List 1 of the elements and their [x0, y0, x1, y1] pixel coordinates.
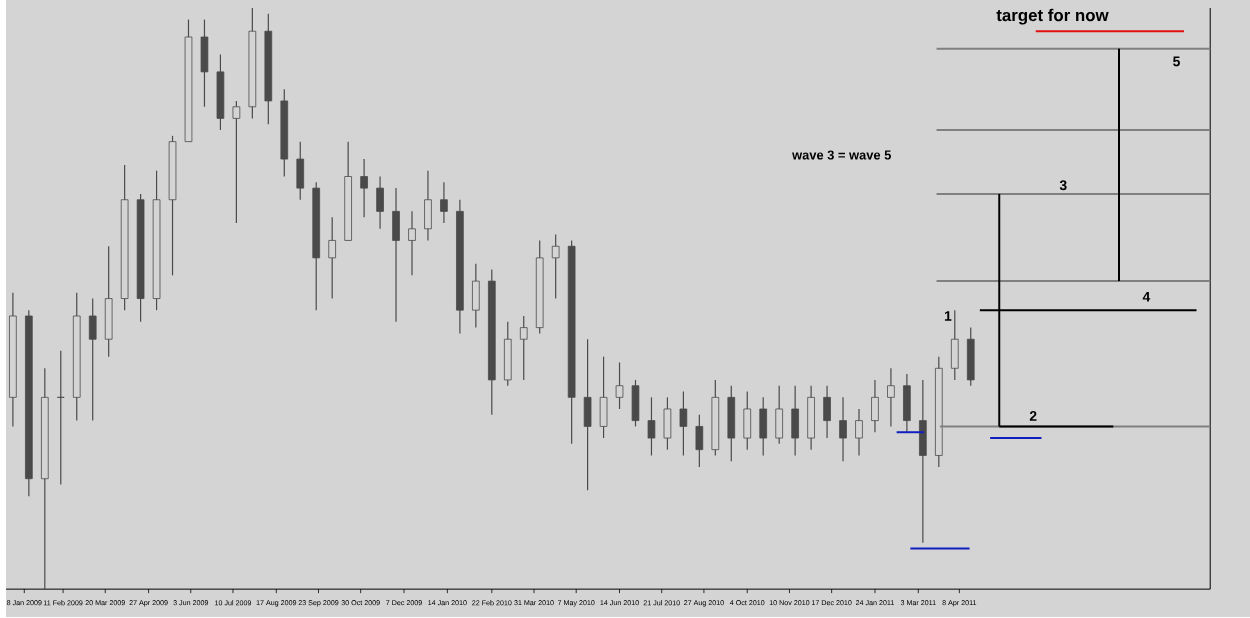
annotation: target for now	[996, 9, 1109, 26]
